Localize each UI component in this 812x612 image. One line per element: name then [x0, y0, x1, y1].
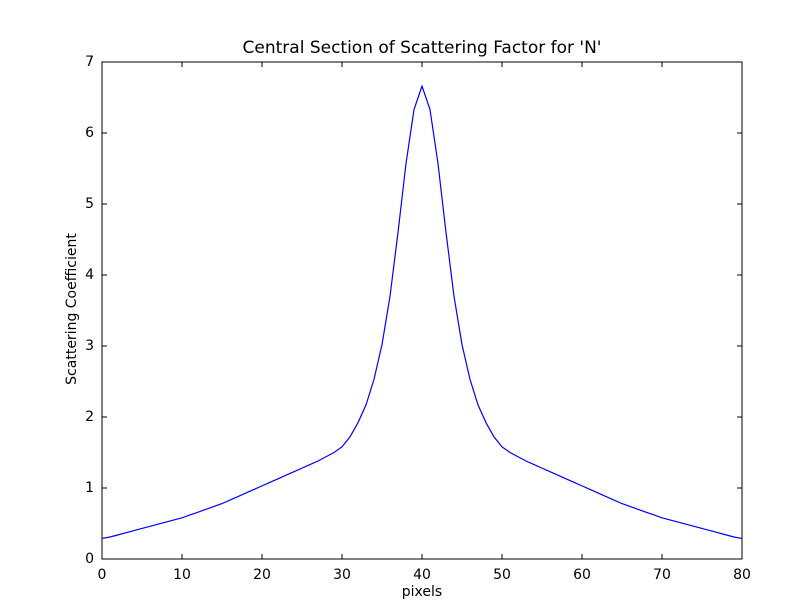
y-tick-label: 2 — [85, 409, 94, 425]
x-tick-label: 10 — [173, 567, 191, 583]
y-tick-label: 0 — [85, 551, 94, 567]
x-tick-label: 80 — [733, 567, 751, 583]
y-tick-label: 3 — [85, 338, 94, 354]
y-tick-label: 6 — [85, 125, 94, 141]
x-tick-label: 50 — [493, 567, 511, 583]
y-tick-label: 5 — [85, 196, 94, 212]
data-line — [101, 84, 743, 540]
chart-title: Central Section of Scattering Factor for… — [243, 38, 602, 58]
y-tick-label: 4 — [85, 267, 94, 283]
plot-frame — [101, 61, 743, 560]
x-tick-label: 30 — [333, 567, 351, 583]
y-axis-label: Scattering Coefficient — [64, 233, 80, 385]
x-tick-label: 70 — [653, 567, 671, 583]
x-tick-label: 60 — [573, 567, 591, 583]
x-tick-label: 40 — [413, 567, 431, 583]
x-axis-label: pixels — [402, 584, 442, 600]
y-tick-label: 1 — [85, 480, 94, 496]
x-tick-label: 0 — [98, 567, 107, 583]
y-tick-label: 7 — [85, 54, 94, 70]
x-tick-label: 20 — [253, 567, 271, 583]
